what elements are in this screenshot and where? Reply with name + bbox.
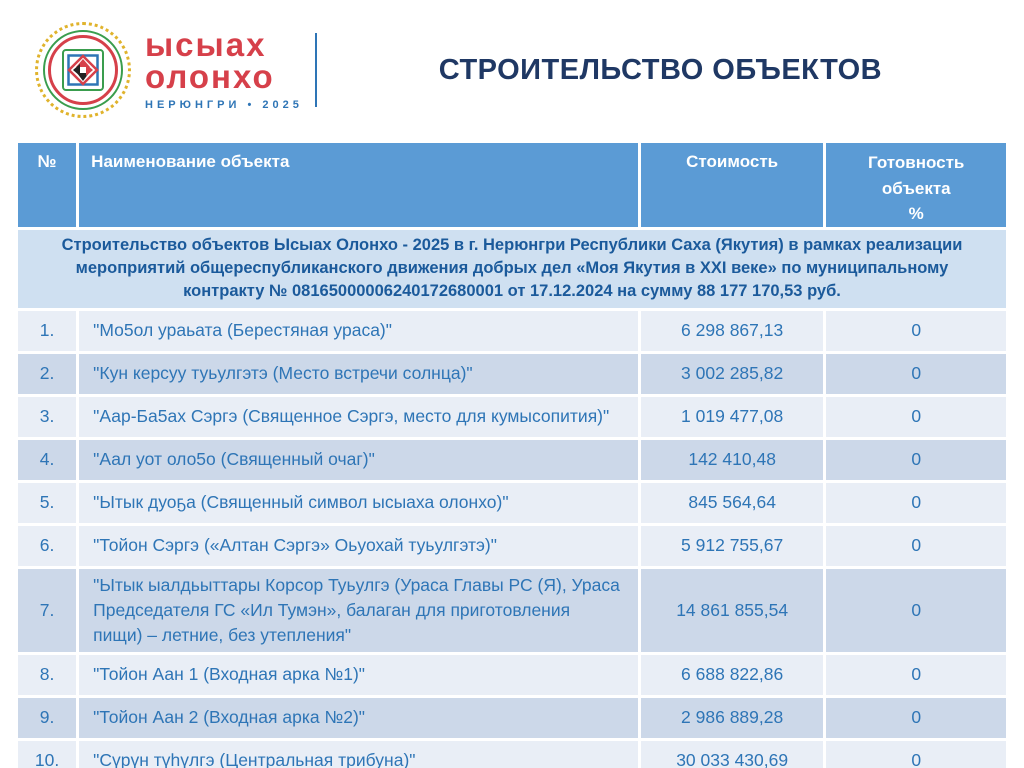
object-cost: 6 688 822,86 bbox=[640, 654, 824, 695]
table-row: 4. "Аал уот оло5о (Священный очаг)" 142 … bbox=[18, 439, 1006, 480]
object-name: "Кун керсуу туьулгэтэ (Место встречи сол… bbox=[79, 353, 638, 394]
table-header-row: № Наименование объекта Стоимость Готовно… bbox=[18, 143, 1006, 227]
object-cost: 14 861 855,54 bbox=[640, 568, 824, 652]
row-number: 4. bbox=[18, 439, 77, 480]
column-header-readiness: Готовность объекта % bbox=[826, 143, 1006, 227]
object-name: "Аар-Ба5ах Сэргэ (Священное Сэргэ, место… bbox=[79, 396, 638, 437]
object-name: "Аал уот оло5о (Священный очаг)" bbox=[79, 439, 638, 480]
object-readiness: 0 bbox=[826, 697, 1006, 738]
contract-summary-text: Строительство объектов Ысыах Олонхо - 20… bbox=[18, 229, 1006, 308]
table-row: 6. "Тойон Сэргэ («Алтан Сэргэ» Оьуохай т… bbox=[18, 525, 1006, 566]
logo-subtitle: НЕРЮНГРИ • 2025 bbox=[145, 99, 303, 112]
row-number: 8. bbox=[18, 654, 77, 695]
object-cost: 5 912 755,67 bbox=[640, 525, 824, 566]
logo-line2: олонхо bbox=[145, 57, 275, 95]
column-header-cost: Стоимость bbox=[640, 143, 824, 227]
row-number: 1. bbox=[18, 310, 77, 351]
object-readiness: 0 bbox=[826, 396, 1006, 437]
object-cost: 142 410,48 bbox=[640, 439, 824, 480]
slide-header: ысыах олонхо НЕРЮНГРИ • 2025 СТРОИТЕЛЬСТ… bbox=[0, 0, 1024, 140]
emblem-red-ring bbox=[48, 35, 118, 105]
table-row: 8. "Тойон Аан 1 (Входная арка №1)" 6 688… bbox=[18, 654, 1006, 695]
emblem-green-ring bbox=[43, 30, 123, 110]
contract-summary-row: Строительство объектов Ысыах Олонхо - 20… bbox=[18, 229, 1006, 308]
row-number: 2. bbox=[18, 353, 77, 394]
emblem-ornament-icon bbox=[62, 49, 104, 91]
row-number: 6. bbox=[18, 525, 77, 566]
row-number: 5. bbox=[18, 482, 77, 523]
object-cost: 6 298 867,13 bbox=[640, 310, 824, 351]
object-readiness: 0 bbox=[826, 439, 1006, 480]
logo-line1: ысыах bbox=[145, 26, 267, 64]
object-name: "Мо5ол ураьата (Берестяная ураса)" bbox=[79, 310, 638, 351]
table-row: 5. "Ытык дуоҕа (Священный символ ысыаха … bbox=[18, 482, 1006, 523]
object-readiness: 0 bbox=[826, 740, 1006, 768]
object-readiness: 0 bbox=[826, 353, 1006, 394]
logo: ысыах олонхо НЕРЮНГРИ • 2025 bbox=[35, 22, 303, 118]
row-number: 7. bbox=[18, 568, 77, 652]
row-number: 3. bbox=[18, 396, 77, 437]
header-divider bbox=[314, 33, 317, 107]
table-row: 3. "Аар-Ба5ах Сэргэ (Священное Сэргэ, ме… bbox=[18, 396, 1006, 437]
object-cost: 845 564,64 bbox=[640, 482, 824, 523]
column-header-name: Наименование объекта bbox=[79, 143, 638, 227]
row-number: 10. bbox=[18, 740, 77, 768]
object-name: "Ытык ыалдьыттары Корсор Туьулгэ (Ураса … bbox=[79, 568, 638, 652]
table-row: 9. "Тойон Аан 2 (Входная арка №2)" 2 986… bbox=[18, 697, 1006, 738]
column-header-number: № bbox=[18, 143, 77, 227]
object-name: "Сүрүн түһүлгэ (Центральная трибуна)" bbox=[79, 740, 638, 768]
object-readiness: 0 bbox=[826, 525, 1006, 566]
table-row: 2. "Кун керсуу туьулгэтэ (Место встречи … bbox=[18, 353, 1006, 394]
object-name: "Тойон Аан 1 (Входная арка №1)" bbox=[79, 654, 638, 695]
object-name: "Тойон Сэргэ («Алтан Сэргэ» Оьуохай туьу… bbox=[79, 525, 638, 566]
logo-wordmark: ысыах олонхо НЕРЮНГРИ • 2025 bbox=[145, 26, 303, 112]
object-name: "Ытык дуоҕа (Священный символ ысыаха оло… bbox=[79, 482, 638, 523]
object-name: "Тойон Аан 2 (Входная арка №2)" bbox=[79, 697, 638, 738]
objects-table: № Наименование объекта Стоимость Готовно… bbox=[15, 140, 1009, 768]
object-cost: 2 986 889,28 bbox=[640, 697, 824, 738]
object-cost: 1 019 477,08 bbox=[640, 396, 824, 437]
object-readiness: 0 bbox=[826, 482, 1006, 523]
table-row: 7. "Ытык ыалдьыттары Корсор Туьулгэ (Ура… bbox=[18, 568, 1006, 652]
object-readiness: 0 bbox=[826, 568, 1006, 652]
object-readiness: 0 bbox=[826, 310, 1006, 351]
table-row: 10. "Сүрүн түһүлгэ (Центральная трибуна)… bbox=[18, 740, 1006, 768]
table-row: 1. "Мо5ол ураьата (Берестяная ураса)" 6 … bbox=[18, 310, 1006, 351]
objects-table-wrap: № Наименование объекта Стоимость Готовно… bbox=[15, 140, 1009, 768]
object-cost: 30 033 430,69 bbox=[640, 740, 824, 768]
object-cost: 3 002 285,82 bbox=[640, 353, 824, 394]
page-title: СТРОИТЕЛЬСТВО ОБЪЕКТОВ bbox=[438, 53, 883, 86]
logo-emblem-icon bbox=[35, 22, 131, 118]
object-readiness: 0 bbox=[826, 654, 1006, 695]
row-number: 9. bbox=[18, 697, 77, 738]
